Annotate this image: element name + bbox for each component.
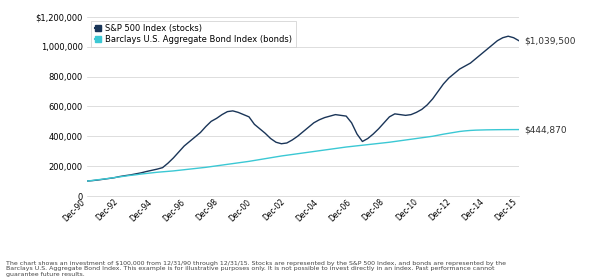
Text: $444,870: $444,870 xyxy=(524,125,567,134)
Legend: S&P 500 Index (stocks), Barclays U.S. Aggregate Bond Index (bonds): S&P 500 Index (stocks), Barclays U.S. Ag… xyxy=(91,21,296,47)
Text: The chart shows an investment of $100,000 from 12/31/90 through 12/31/15. Stocks: The chart shows an investment of $100,00… xyxy=(6,261,506,277)
Text: $1,039,500: $1,039,500 xyxy=(524,36,576,45)
